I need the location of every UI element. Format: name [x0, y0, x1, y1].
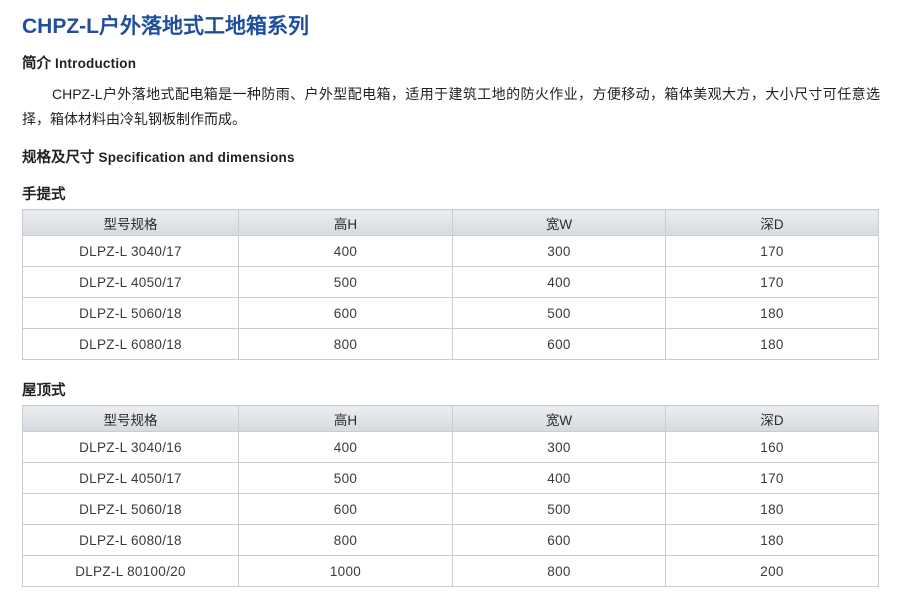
cell-height: 600 [238, 297, 453, 329]
cell-height: 400 [238, 235, 453, 267]
cell-width: 400 [452, 266, 666, 298]
intro-heading: 简介 Introduction [22, 52, 136, 73]
column-header-width: 宽W [452, 209, 666, 236]
cell-width: 300 [452, 431, 666, 463]
cell-model: DLPZ-L 80100/20 [22, 555, 239, 587]
table-row: DLPZ-L 6080/18 800 600 180 [22, 328, 879, 360]
cell-model: DLPZ-L 5060/18 [22, 493, 239, 525]
spec-heading-en: Specification and dimensions [98, 150, 295, 165]
column-header-height: 高H [238, 405, 453, 432]
table-2-caption: 屋顶式 [22, 383, 66, 399]
cell-width: 600 [452, 328, 666, 360]
cell-width: 500 [452, 493, 666, 525]
spec-table-handheld: 型号规格 高H 宽W 深D DLPZ-L 3040/17 400 300 170… [22, 209, 879, 360]
table-row: DLPZ-L 4050/17 500 400 170 [22, 266, 879, 298]
cell-depth: 160 [665, 431, 879, 463]
cell-model: DLPZ-L 5060/18 [22, 297, 239, 329]
cell-height: 600 [238, 493, 453, 525]
cell-width: 300 [452, 235, 666, 267]
column-header-height: 高H [238, 209, 453, 236]
cell-depth: 180 [665, 493, 879, 525]
column-header-model: 型号规格 [22, 405, 239, 432]
cell-depth: 170 [665, 462, 879, 494]
cell-depth: 200 [665, 555, 879, 587]
cell-height: 500 [238, 266, 453, 298]
table-row: DLPZ-L 3040/17 400 300 170 [22, 235, 879, 267]
cell-depth: 170 [665, 266, 879, 298]
cell-height: 1000 [238, 555, 453, 587]
cell-width: 800 [452, 555, 666, 587]
cell-depth: 170 [665, 235, 879, 267]
column-header-depth: 深D [665, 405, 879, 432]
cell-model: DLPZ-L 6080/18 [22, 328, 239, 360]
column-header-depth: 深D [665, 209, 879, 236]
cell-model: DLPZ-L 3040/16 [22, 431, 239, 463]
cell-width: 500 [452, 297, 666, 329]
intro-paragraph: CHPZ-L户外落地式配电箱是一种防雨、户外型配电箱，适用于建筑工地的防火作业，… [22, 82, 880, 132]
intro-heading-en: Introduction [55, 56, 137, 71]
table-header-row: 型号规格 高H 宽W 深D [22, 209, 879, 236]
cell-depth: 180 [665, 524, 879, 556]
table-1-caption: 手提式 [22, 187, 66, 203]
spec-heading: 规格及尺寸 Specification and dimensions [22, 146, 295, 167]
table-row: DLPZ-L 4050/17 500 400 170 [22, 462, 879, 494]
intro-paragraph-text: CHPZ-L户外落地式配电箱是一种防雨、户外型配电箱，适用于建筑工地的防火作业，… [22, 86, 880, 127]
cell-width: 400 [452, 462, 666, 494]
cell-height: 500 [238, 462, 453, 494]
cell-height: 400 [238, 431, 453, 463]
cell-depth: 180 [665, 297, 879, 329]
intro-heading-cn: 简介 [22, 56, 51, 72]
cell-model: DLPZ-L 4050/17 [22, 462, 239, 494]
column-header-width: 宽W [452, 405, 666, 432]
table-row: DLPZ-L 6080/18 800 600 180 [22, 524, 879, 556]
table-row: DLPZ-L 3040/16 400 300 160 [22, 431, 879, 463]
page-title: CHPZ-L户外落地式工地箱系列 [22, 15, 309, 38]
spec-table-rooftop: 型号规格 高H 宽W 深D DLPZ-L 3040/16 400 300 160… [22, 405, 879, 587]
column-header-model: 型号规格 [22, 209, 239, 236]
cell-model: DLPZ-L 3040/17 [22, 235, 239, 267]
table-row: DLPZ-L 5060/18 600 500 180 [22, 297, 879, 329]
table-header-row: 型号规格 高H 宽W 深D [22, 405, 879, 432]
spec-heading-cn: 规格及尺寸 [22, 150, 95, 166]
table-row: DLPZ-L 5060/18 600 500 180 [22, 493, 879, 525]
cell-height: 800 [238, 328, 453, 360]
cell-depth: 180 [665, 328, 879, 360]
cell-height: 800 [238, 524, 453, 556]
cell-width: 600 [452, 524, 666, 556]
cell-model: DLPZ-L 4050/17 [22, 266, 239, 298]
cell-model: DLPZ-L 6080/18 [22, 524, 239, 556]
table-row: DLPZ-L 80100/20 1000 800 200 [22, 555, 879, 587]
